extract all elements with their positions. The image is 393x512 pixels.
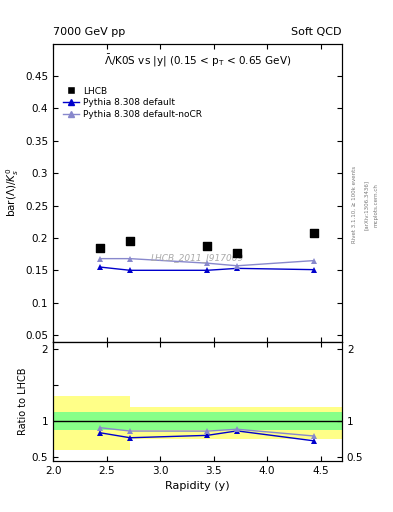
Line: Pythia 8.308 default-noCR: Pythia 8.308 default-noCR xyxy=(97,255,317,269)
Text: 7000 GeV pp: 7000 GeV pp xyxy=(53,27,125,37)
Pythia 8.308 default xyxy=(128,267,132,273)
Pythia 8.308 default xyxy=(312,267,316,273)
Legend: LHCB, Pythia 8.308 default, Pythia 8.308 default-noCR: LHCB, Pythia 8.308 default, Pythia 8.308… xyxy=(61,84,205,122)
Text: mcplots.cern.ch: mcplots.cern.ch xyxy=(373,183,378,227)
Pythia 8.308 default xyxy=(98,264,103,270)
Pythia 8.308 default-noCR xyxy=(312,258,316,264)
Pythia 8.308 default-noCR xyxy=(98,255,103,262)
LHCB xyxy=(311,229,317,237)
LHCB xyxy=(234,249,240,257)
LHCB xyxy=(127,237,133,245)
Line: Pythia 8.308 default: Pythia 8.308 default xyxy=(97,264,317,273)
Pythia 8.308 default-noCR xyxy=(235,263,239,269)
Text: Rivet 3.1.10, ≥ 100k events: Rivet 3.1.10, ≥ 100k events xyxy=(352,166,357,243)
LHCB xyxy=(204,242,210,250)
LHCB xyxy=(97,244,103,252)
Pythia 8.308 default xyxy=(205,267,209,273)
Text: $\bar{\Lambda}$/K0S vs |y| (0.15 < p$_\mathrm{T}$ < 0.65 GeV): $\bar{\Lambda}$/K0S vs |y| (0.15 < p$_\m… xyxy=(104,52,291,69)
Pythia 8.308 default-noCR xyxy=(205,260,209,266)
Text: [arXiv:1306.3436]: [arXiv:1306.3436] xyxy=(364,180,369,230)
X-axis label: Rapidity (y): Rapidity (y) xyxy=(165,481,230,491)
Pythia 8.308 default xyxy=(235,265,239,271)
Text: LHCB_2011_I917009: LHCB_2011_I917009 xyxy=(151,253,244,263)
Y-axis label: bar($\Lambda$)/$K^0_s$: bar($\Lambda$)/$K^0_s$ xyxy=(4,168,21,218)
Pythia 8.308 default-noCR xyxy=(128,255,132,262)
Y-axis label: Ratio to LHCB: Ratio to LHCB xyxy=(18,368,28,435)
Text: Soft QCD: Soft QCD xyxy=(292,27,342,37)
